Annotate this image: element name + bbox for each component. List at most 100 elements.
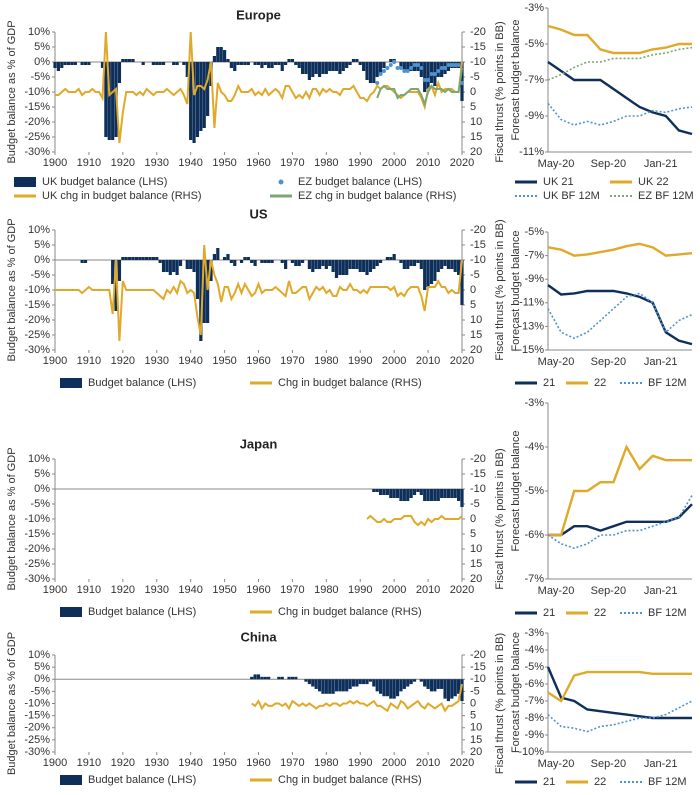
bar bbox=[395, 679, 400, 697]
bar bbox=[392, 489, 396, 498]
bar bbox=[280, 260, 284, 263]
bar bbox=[256, 674, 261, 680]
bar bbox=[192, 260, 196, 272]
x-tick-label: 2020 bbox=[450, 757, 474, 769]
bar bbox=[178, 260, 183, 266]
bar bbox=[311, 679, 315, 687]
x-tick-label: 1980 bbox=[314, 355, 338, 367]
y-tick-label: -8% bbox=[524, 712, 544, 724]
bar bbox=[460, 489, 464, 507]
bar bbox=[409, 260, 413, 266]
y-tick-label: -7% bbox=[524, 573, 544, 585]
bar bbox=[334, 62, 339, 71]
bar bbox=[246, 257, 250, 260]
dot bbox=[385, 66, 390, 70]
bar bbox=[443, 260, 447, 266]
bar bbox=[389, 257, 393, 260]
bar bbox=[80, 260, 84, 263]
x-tick-label: 2010 bbox=[416, 757, 440, 769]
bar bbox=[73, 62, 77, 65]
bar bbox=[389, 59, 393, 62]
y-tick-label: -4% bbox=[524, 441, 544, 453]
x-tick-label: 1970 bbox=[280, 757, 304, 769]
bar bbox=[382, 62, 386, 68]
bar bbox=[338, 679, 342, 692]
y-axis-label: Forecast budget balance bbox=[510, 632, 522, 753]
bar bbox=[229, 260, 233, 263]
x-tick-label: Sep-20 bbox=[591, 158, 626, 170]
y-tick-label: -5% bbox=[524, 226, 544, 238]
bar bbox=[358, 260, 362, 272]
x-tick-label: Sep-20 bbox=[591, 585, 626, 597]
bar bbox=[372, 679, 376, 687]
y2-tick-label: -10 bbox=[470, 483, 486, 495]
bar bbox=[358, 679, 362, 685]
bar bbox=[450, 679, 454, 699]
bar bbox=[375, 489, 379, 492]
bar bbox=[307, 62, 311, 80]
legend-swatch bbox=[60, 378, 82, 388]
bar bbox=[280, 676, 284, 680]
y-tick-label: 5% bbox=[34, 661, 50, 673]
y2-tick-label: -20 bbox=[470, 224, 486, 236]
bar bbox=[423, 679, 427, 687]
bar bbox=[409, 679, 413, 685]
dot bbox=[453, 63, 458, 67]
y2-tick-label: -10 bbox=[470, 254, 486, 266]
bar bbox=[192, 62, 196, 143]
y2-tick-label: 20 bbox=[470, 573, 482, 585]
legend-label: 22 bbox=[594, 607, 606, 619]
bar bbox=[277, 676, 281, 680]
chart-title: Japan bbox=[240, 436, 278, 451]
bar bbox=[345, 260, 349, 275]
dot bbox=[412, 63, 417, 67]
bar bbox=[284, 260, 288, 269]
y-tick-label: -15% bbox=[24, 710, 50, 722]
bar bbox=[314, 679, 318, 689]
bar bbox=[121, 257, 125, 260]
bar bbox=[161, 260, 166, 272]
bar bbox=[450, 489, 454, 498]
y-tick-label: 0% bbox=[34, 483, 50, 495]
bar bbox=[446, 489, 451, 498]
x-tick-label: 2000 bbox=[382, 157, 406, 169]
x-tick-label: 2020 bbox=[450, 584, 474, 596]
bar bbox=[158, 260, 162, 263]
bar bbox=[199, 260, 203, 341]
y2-tick-label: -15 bbox=[470, 661, 486, 673]
y2-tick-label: -15 bbox=[470, 239, 486, 251]
bar bbox=[351, 59, 356, 62]
y-tick-label: 0% bbox=[34, 673, 50, 685]
bar bbox=[433, 489, 437, 501]
bar bbox=[267, 62, 271, 68]
line bbox=[547, 102, 693, 126]
x-tick-label: May-20 bbox=[538, 585, 575, 597]
y2-tick-label: 15 bbox=[470, 329, 482, 341]
line bbox=[547, 242, 693, 257]
bar bbox=[453, 489, 457, 498]
bar bbox=[243, 62, 247, 65]
y2-tick-label: 10 bbox=[470, 722, 482, 734]
bar bbox=[382, 679, 386, 697]
y2-axis-label: Fiscal thrust (% points in BB) bbox=[494, 633, 506, 774]
bar bbox=[419, 679, 423, 682]
bar bbox=[399, 260, 403, 263]
bar bbox=[148, 257, 152, 260]
bar bbox=[304, 62, 308, 74]
bar bbox=[124, 59, 128, 62]
bar bbox=[426, 260, 430, 287]
bar bbox=[372, 489, 376, 492]
bar bbox=[426, 489, 430, 501]
bar bbox=[392, 679, 396, 699]
dot bbox=[409, 66, 414, 70]
legend-label: 21 bbox=[543, 607, 555, 619]
bar bbox=[294, 260, 298, 266]
bar bbox=[121, 59, 125, 62]
bar bbox=[202, 62, 206, 128]
bar bbox=[175, 62, 179, 65]
bar bbox=[53, 62, 57, 68]
bar bbox=[368, 62, 373, 83]
bar bbox=[151, 62, 155, 65]
x-tick-label: 1940 bbox=[178, 757, 202, 769]
x-tick-label: 1980 bbox=[314, 757, 338, 769]
